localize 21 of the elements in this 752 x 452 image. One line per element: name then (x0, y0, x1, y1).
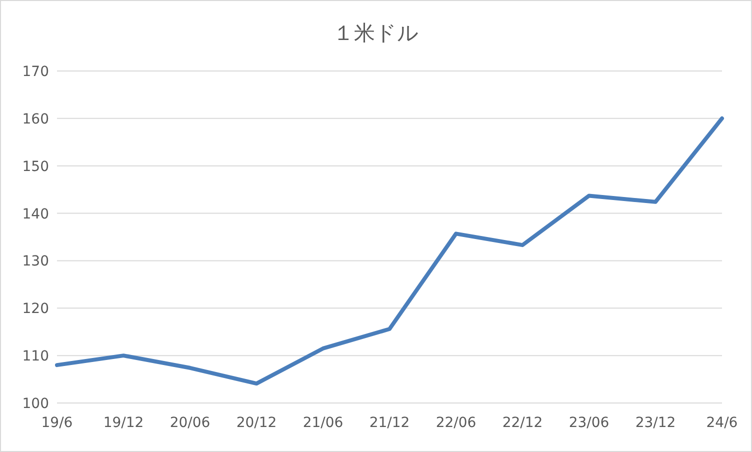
x-tick-label: 19/12 (103, 414, 144, 431)
y-tick-label: 160 (22, 111, 49, 128)
x-tick-label: 19/6 (41, 414, 73, 431)
x-tick-label: 21/06 (302, 414, 344, 431)
x-tick-label: 22/06 (436, 414, 476, 431)
x-tick-label: 23/06 (568, 414, 610, 431)
y-tick-label: 140 (22, 206, 49, 222)
y-tick-label: 100 (22, 396, 49, 412)
x-tick-label: 24/6 (706, 414, 738, 431)
y-tick-label: 170 (22, 64, 49, 80)
x-tick-label: 20/12 (236, 414, 277, 431)
chart-title: １米ドル (332, 20, 420, 47)
y-tick-label: 130 (22, 254, 49, 270)
x-tick-label: 23/12 (635, 414, 676, 431)
line-series (55, 116, 724, 386)
y-tick-label: 150 (22, 158, 49, 175)
x-tick-label: 20/06 (170, 414, 210, 431)
y-tick-label: 120 (22, 301, 49, 318)
y-tick-label: 110 (22, 348, 49, 365)
x-tick-label: 22/12 (502, 414, 543, 431)
x-tick-label: 21/12 (369, 414, 410, 431)
